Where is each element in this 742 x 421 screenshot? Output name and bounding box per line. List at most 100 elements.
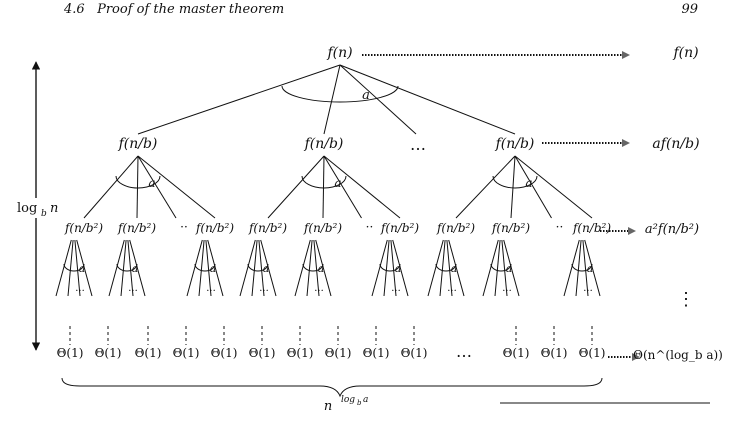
leaf-node: Θ(1) bbox=[173, 346, 200, 360]
height-label-base: b bbox=[41, 209, 47, 219]
branch-label-level2: a bbox=[210, 262, 217, 275]
level-cost-arrow-1-head bbox=[622, 139, 630, 147]
branch-arc-level2 bbox=[116, 263, 138, 272]
tree-edge-level2-child bbox=[294, 239, 311, 297]
tree-edge-root-child bbox=[137, 64, 341, 135]
tree-edge-level2-child bbox=[315, 239, 332, 297]
leaf-node: Θ(1) bbox=[249, 346, 276, 360]
branch-arc-level2 bbox=[435, 263, 457, 272]
tree-node-level2: f(n/b²) bbox=[572, 221, 611, 235]
tree-edge-level2-child bbox=[392, 239, 409, 297]
tree-node-level1: f(n/b) bbox=[118, 136, 158, 152]
level2-ellipsis: ·· bbox=[556, 220, 564, 234]
tree-edge-level1-child bbox=[136, 155, 139, 219]
tree-edge-level1-child bbox=[83, 155, 139, 219]
tree-edge-level2-child bbox=[198, 239, 205, 297]
branch-arcs bbox=[61, 85, 603, 398]
branch-label-level2: a bbox=[263, 262, 270, 275]
level3-ellipsis: ··· bbox=[259, 286, 269, 297]
level3-ellipsis: ··· bbox=[391, 286, 401, 297]
tree-node-level2: f(n/b²) bbox=[64, 221, 103, 235]
tree-edge-level1-child bbox=[267, 155, 325, 219]
tree-edge-level2-child bbox=[306, 239, 313, 297]
level3-ellipsis: ··· bbox=[75, 286, 85, 297]
branch-label-level2: a bbox=[79, 262, 86, 275]
tree-node-root: f(n) bbox=[326, 45, 352, 61]
leaf-node: Θ(1) bbox=[401, 346, 428, 360]
branch-arc-level2 bbox=[571, 263, 593, 272]
tree-node-level1: f(n/b) bbox=[495, 136, 535, 152]
height-label-bg bbox=[14, 198, 60, 218]
tree-edge-level2-child bbox=[582, 239, 589, 297]
tree-edge-level2-child bbox=[494, 239, 501, 297]
tree-node-level2: f(n/b²) bbox=[117, 221, 156, 235]
tree-edge-level1-child bbox=[137, 155, 216, 219]
branch-label-root: a bbox=[362, 88, 370, 103]
level-cost-arrow-4-head bbox=[632, 353, 640, 361]
branch-arc-level1 bbox=[115, 175, 161, 189]
branch-arc-level2 bbox=[490, 263, 512, 272]
level1-ellipsis: … bbox=[410, 135, 426, 154]
tree-edge-level2-child bbox=[575, 239, 582, 297]
tree-edge-level2-child bbox=[501, 239, 508, 297]
tree-edge-level2-child bbox=[251, 239, 258, 297]
branch-arc-level2 bbox=[63, 263, 85, 272]
tree-edge-level2-child bbox=[448, 239, 465, 297]
leaf-node: Θ(1) bbox=[325, 346, 352, 360]
tree-edge-level2-child bbox=[76, 239, 93, 297]
tree-edge-level2-child bbox=[186, 239, 203, 297]
branch-arc-level1 bbox=[492, 175, 538, 189]
height-label-arg: n bbox=[50, 201, 58, 216]
tree-edge-level2-child bbox=[584, 239, 601, 297]
tree-edge-level2-child bbox=[120, 239, 127, 297]
tree-edge-root-child bbox=[323, 64, 341, 135]
tree-edge-level2-child bbox=[503, 239, 520, 297]
tree-edge-level1-child bbox=[322, 155, 325, 219]
branch-label-level2: a bbox=[587, 262, 594, 275]
tree-edge-level2-child bbox=[207, 239, 224, 297]
branch-arc-root bbox=[281, 85, 399, 103]
leaf-node: Θ(1) bbox=[57, 346, 84, 360]
tree-edge-level1-child bbox=[323, 155, 401, 219]
tree-node-level1: f(n/b) bbox=[304, 136, 344, 152]
branch-arc-level2 bbox=[247, 263, 269, 272]
tree-node-level2: f(n/b²) bbox=[248, 221, 287, 235]
tree-edge-root-child bbox=[339, 64, 516, 135]
tree-edge-level2-child bbox=[239, 239, 256, 297]
tree-edge-level2-child bbox=[446, 239, 453, 297]
tree-node-level2: f(n/b²) bbox=[195, 221, 234, 235]
width-label-exponent: log bbox=[341, 395, 355, 405]
running-header: 4.6 Proof of the master theorem bbox=[64, 2, 284, 17]
leaf-node: Θ(1) bbox=[135, 346, 162, 360]
section-number: 4.6 bbox=[64, 2, 85, 17]
width-label: n bbox=[324, 399, 332, 414]
tree-edge-level2-child bbox=[67, 239, 74, 297]
level3-ellipsis: ··· bbox=[206, 286, 216, 297]
tree-edge-level2-child bbox=[439, 239, 446, 297]
leaf-node: Θ(1) bbox=[363, 346, 390, 360]
section-title: Proof of the master theorem bbox=[97, 2, 285, 17]
tree-edge-level1-child bbox=[514, 155, 593, 219]
tree-edge-level2-child bbox=[74, 239, 81, 297]
width-label-exponent-base: b bbox=[357, 399, 362, 407]
level-cost-3: ⋮ bbox=[677, 289, 695, 310]
tree-edge-level2-child bbox=[371, 239, 388, 297]
leaf-node: Θ(1) bbox=[287, 346, 314, 360]
branch-label-level2: a bbox=[395, 262, 402, 275]
tree-edge-level2-child bbox=[129, 239, 146, 297]
branch-arc-level2 bbox=[302, 263, 324, 272]
level-cost-0: f(n) bbox=[672, 45, 698, 61]
tree-edge-level2-child bbox=[427, 239, 444, 297]
tree-edge-level2-child bbox=[258, 239, 265, 297]
branch-label-level2: a bbox=[318, 262, 325, 275]
leaf-node: Θ(1) bbox=[541, 346, 568, 360]
branch-label-level2: a bbox=[451, 262, 458, 275]
tree-edge-level2-child bbox=[260, 239, 277, 297]
tree-edge-level2-child bbox=[108, 239, 125, 297]
leaf-node: Θ(1) bbox=[503, 346, 530, 360]
branch-label-level2: a bbox=[132, 262, 139, 275]
tree-node-level2: f(n/b²) bbox=[303, 221, 342, 235]
tree-edge-level2-child bbox=[205, 239, 212, 297]
level3-ellipsis: ··· bbox=[447, 286, 457, 297]
